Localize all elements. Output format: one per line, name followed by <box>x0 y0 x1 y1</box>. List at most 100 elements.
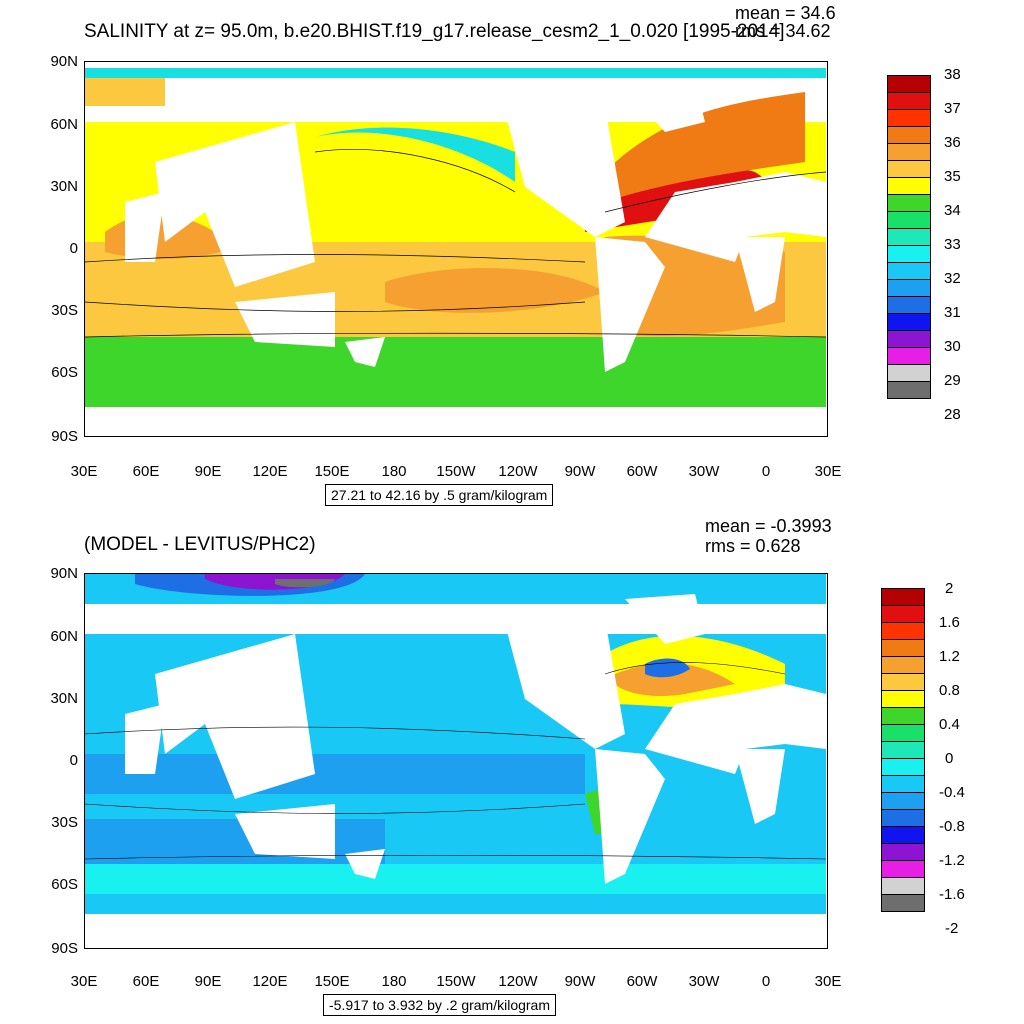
salinity-panel: SALINITY at z= 95.0m, b.e20.BHIST.f19_g1… <box>50 3 961 506</box>
colorbar-label: -1.6 <box>939 886 965 903</box>
colorbar-cell <box>881 656 925 674</box>
lat-label: 60S <box>51 364 78 381</box>
colorbar-cell <box>887 75 931 93</box>
rms-stat: rms = 0.628 <box>705 536 801 556</box>
lat-label: 60S <box>51 876 78 893</box>
colorbar-cell <box>887 194 931 212</box>
colorbar-cell <box>887 330 931 348</box>
lon-label: 120W <box>498 973 538 990</box>
difference-map-canvas <box>85 574 826 947</box>
lat-label: 0 <box>69 240 78 257</box>
lon-label: 150W <box>436 463 476 480</box>
salinity-map <box>84 61 828 437</box>
colorbar-label: 35 <box>944 168 961 185</box>
colorbar-cell <box>887 177 931 195</box>
lon-label: 30W <box>688 463 720 480</box>
lon-label: 120E <box>252 973 288 990</box>
colorbar-cell <box>881 639 925 657</box>
rms-stat: rms = 34.62 <box>735 21 831 41</box>
lon-label: 30E <box>814 463 842 480</box>
colorbar-label: 1.2 <box>939 648 960 665</box>
colorbar-cell <box>881 690 925 708</box>
difference-map <box>84 573 828 949</box>
colorbar-label: -0.4 <box>939 784 965 801</box>
lon-label: 150W <box>436 973 476 990</box>
colorbar: 2 1.6 1.2 0.8 0.4 0 -0.4 -0.8 -1.2 -1.6 … <box>881 580 991 937</box>
colorbar-cell <box>881 741 925 759</box>
colorbar-label: -0.8 <box>939 818 965 835</box>
lon-label: 0 <box>761 463 771 480</box>
lon-label: 60E <box>132 463 160 480</box>
mean-stat: mean = -0.3993 <box>705 516 832 536</box>
colorbar-label: 29 <box>944 372 961 389</box>
lat-label: 30N <box>50 178 78 195</box>
colorbar-label: 2 <box>945 580 954 597</box>
colorbar-cell <box>887 313 931 331</box>
colorbar-cell <box>881 792 925 810</box>
colorbar-cell <box>887 92 931 110</box>
colorbar-cell <box>881 809 925 827</box>
lat-label: 90S <box>51 940 78 957</box>
lat-label: 60N <box>50 628 78 645</box>
lat-label: 0 <box>69 752 78 769</box>
colorbar-cell <box>887 364 931 382</box>
colorbar-cell <box>887 109 931 127</box>
colorbar-label: 0.4 <box>939 716 960 733</box>
colorbar-cell <box>881 707 925 725</box>
colorbar-label: 33 <box>944 236 961 253</box>
lat-label: 30N <box>50 690 78 707</box>
colorbar-label: 32 <box>944 270 961 287</box>
colorbar-cell <box>887 126 931 144</box>
colorbar-cell <box>887 296 931 314</box>
contour-info-box: -5.917 to 3.932 by .2 gram/kilogram <box>323 994 557 1016</box>
lon-label: 180 <box>381 973 407 990</box>
lon-label: 90W <box>564 463 596 480</box>
colorbar-label: 31 <box>944 304 961 321</box>
colorbar-cell <box>881 588 925 606</box>
lon-label: 60W <box>626 463 658 480</box>
salinity-map-canvas <box>85 62 826 435</box>
colorbar-cell <box>881 775 925 793</box>
colorbar-cell <box>887 160 931 178</box>
lon-label: 0 <box>761 973 771 990</box>
lon-label: 90W <box>564 973 596 990</box>
colorbar-cell <box>887 211 931 229</box>
colorbar-label: -1.2 <box>939 852 965 869</box>
colorbar-cell <box>887 143 931 161</box>
mean-stat: mean = 34.6 <box>735 3 836 23</box>
lon-label: 30E <box>70 463 98 480</box>
panel-title: (MODEL - LEVITUS/PHC2) <box>84 534 316 555</box>
lon-label: 120E <box>252 463 288 480</box>
lon-label: 60W <box>626 973 658 990</box>
lat-label: 90N <box>50 565 78 582</box>
colorbar-cell <box>881 724 925 742</box>
lat-label: 90S <box>51 428 78 445</box>
colorbar-cell <box>881 877 925 895</box>
colorbar-cell <box>887 279 931 297</box>
colorbar-cell <box>881 605 925 623</box>
lon-label: 150E <box>314 973 350 990</box>
colorbar-label: 37 <box>944 100 961 117</box>
lon-label: 90E <box>194 973 222 990</box>
lat-label: 30S <box>51 302 78 319</box>
lat-label: 30S <box>51 814 78 831</box>
colorbar-cell <box>881 826 925 844</box>
colorbar-label: 0 <box>945 750 954 767</box>
lon-label: 60E <box>132 973 160 990</box>
colorbar-cell <box>881 758 925 776</box>
colorbar-label: -2 <box>945 920 959 937</box>
contour-info-box: 27.21 to 42.16 by .5 gram/kilogram <box>325 484 554 506</box>
colorbar-cell <box>887 262 931 280</box>
panel-title: SALINITY at z= 95.0m, b.e20.BHIST.f19_g1… <box>84 21 785 42</box>
lon-label: 30E <box>814 973 842 990</box>
lat-label: 90N <box>50 53 78 70</box>
colorbar-label: 36 <box>944 134 961 151</box>
colorbar-label: 28 <box>944 406 961 423</box>
colorbar-cell <box>881 860 925 878</box>
colorbar-label: 30 <box>944 338 961 355</box>
colorbar-cell <box>881 673 925 691</box>
colorbar-cell <box>887 228 931 246</box>
colorbar-cell <box>887 347 931 365</box>
colorbar-cell <box>881 843 925 861</box>
lon-label: 30W <box>688 973 720 990</box>
